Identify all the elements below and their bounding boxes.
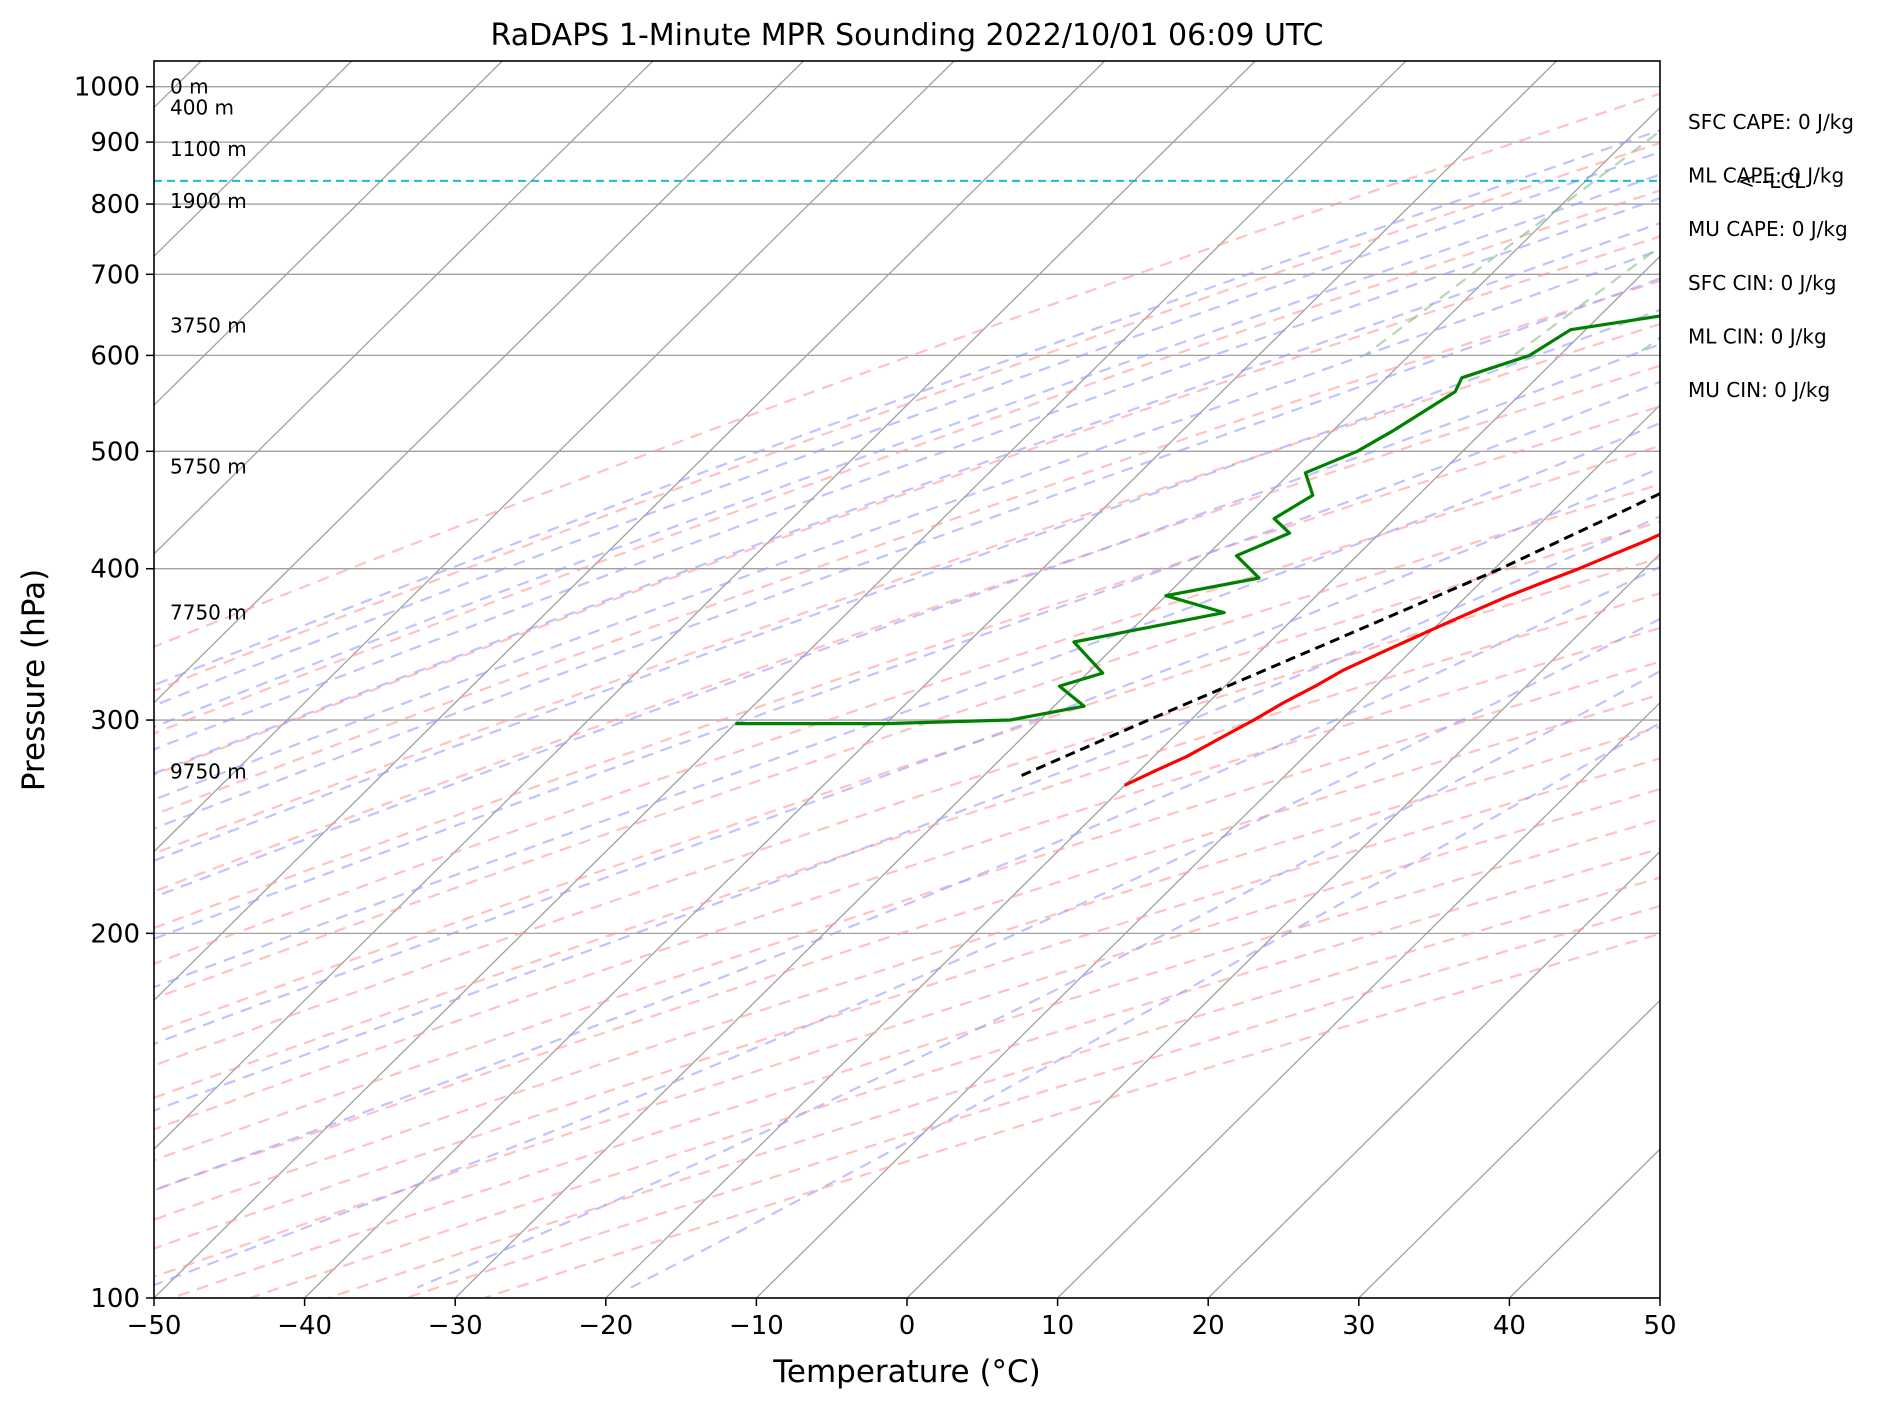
y-tick-label: 300 bbox=[90, 706, 140, 736]
dry-adiabat bbox=[327, 876, 1660, 1298]
index-label: MU CAPE: 0 J/kg bbox=[1688, 217, 1848, 241]
y-tick-label: 900 bbox=[90, 128, 140, 158]
y-tick-label: 500 bbox=[90, 437, 140, 467]
dry-adiabat bbox=[154, 364, 1660, 893]
y-tick-label: 100 bbox=[90, 1284, 140, 1314]
x-tick-label: 10 bbox=[1041, 1311, 1074, 1341]
isotherm-line bbox=[154, 61, 503, 407]
lcl-label: <--LCL bbox=[1738, 169, 1806, 193]
x-tick-label: −30 bbox=[428, 1311, 483, 1341]
isotherm-line bbox=[755, 404, 1660, 1298]
moist-adiabat bbox=[154, 277, 1660, 830]
moist-adiabat bbox=[154, 173, 1660, 729]
annotations: 9750 m 7750 m 5750 m 3750 m 1900 m 1100 m 400 … bbox=[170, 75, 1854, 784]
dewpoint-trace bbox=[735, 314, 1660, 726]
moist-adiabat bbox=[154, 308, 1660, 862]
height-label: 9750 m bbox=[170, 760, 247, 784]
dry-adiabat bbox=[154, 693, 1660, 1192]
mixing-ratio-line bbox=[1364, 129, 1660, 357]
dry-adiabat bbox=[154, 483, 1660, 1000]
moist-adiabat bbox=[154, 248, 1660, 801]
x-tick-label: −50 bbox=[127, 1311, 182, 1341]
dry-adiabat bbox=[154, 787, 1660, 1278]
x-tick-label: 50 bbox=[1643, 1311, 1676, 1341]
dry-adiabat bbox=[154, 725, 1660, 1221]
dry-adiabat bbox=[154, 189, 1660, 735]
dry-adiabat bbox=[154, 235, 1660, 776]
moist-adiabat bbox=[154, 221, 1660, 775]
height-label: 1900 m bbox=[170, 189, 247, 213]
chart-title: RaDAPS 1-Minute MPR Sounding 2022/10/01 … bbox=[491, 18, 1324, 53]
dry-adiabat bbox=[405, 904, 1660, 1298]
dry-adiabat bbox=[483, 932, 1660, 1298]
height-label: 3750 m bbox=[170, 314, 247, 338]
height-label: 1100 m bbox=[170, 137, 247, 161]
x-tick-label: 40 bbox=[1493, 1311, 1526, 1341]
isotherm-line bbox=[154, 61, 1407, 1298]
x-tick-label: 20 bbox=[1192, 1311, 1225, 1341]
temperature-trace bbox=[1123, 532, 1660, 787]
isotherm-line bbox=[1057, 701, 1660, 1298]
sounding-traces bbox=[154, 179, 1660, 787]
y-tick-label: 400 bbox=[90, 555, 140, 585]
isotherm-line bbox=[154, 61, 955, 853]
height-label: 5750 m bbox=[170, 454, 247, 478]
index-label: SFC CAPE: 0 J/kg bbox=[1688, 110, 1854, 134]
x-tick-label: 0 bbox=[899, 1311, 916, 1341]
moist-adiabat bbox=[154, 197, 1660, 751]
x-tick-label: −10 bbox=[729, 1311, 784, 1341]
background-lines bbox=[154, 61, 1660, 1298]
index-label: ML CIN: 0 J/kg bbox=[1688, 324, 1827, 348]
dry-adiabat bbox=[154, 322, 1660, 855]
isotherm-line bbox=[304, 61, 1557, 1298]
isotherm-line bbox=[605, 255, 1660, 1298]
x-tick-label: −40 bbox=[277, 1311, 332, 1341]
index-label: SFC CIN: 0 J/kg bbox=[1688, 271, 1836, 295]
moist-adiabat bbox=[416, 670, 1660, 1289]
dry-adiabat bbox=[154, 279, 1660, 816]
y-tick-label: 700 bbox=[90, 260, 140, 290]
axis-ticks: −50 −40 −30 −20 −10 0 10 20 30 40 50 1000 900 800 700 6… bbox=[74, 73, 1677, 1341]
moist-adiabat bbox=[154, 150, 1660, 707]
dry-adiabat bbox=[154, 444, 1660, 965]
x-tick-label: 30 bbox=[1342, 1311, 1375, 1341]
moist-adiabat bbox=[154, 514, 1660, 1112]
y-axis-label: Pressure (hPa) bbox=[16, 569, 52, 791]
isotherm-line bbox=[154, 61, 1256, 1151]
isotherm-line bbox=[1358, 999, 1660, 1298]
dry-adiabat bbox=[154, 141, 1660, 692]
y-tick-label: 1000 bbox=[74, 73, 140, 103]
height-label: 0 m bbox=[170, 75, 209, 99]
moist-adiabat bbox=[154, 380, 1660, 940]
isotherm-line bbox=[154, 61, 654, 555]
isotherm-line bbox=[1207, 850, 1660, 1298]
index-label: ML CAPE: 0 J/kg bbox=[1688, 164, 1844, 188]
height-label: 400 m bbox=[170, 96, 234, 120]
dry-adiabat bbox=[154, 556, 1660, 1067]
moist-adiabat bbox=[154, 466, 1660, 1045]
moist-adiabat bbox=[154, 343, 1660, 899]
dry-adiabat bbox=[154, 757, 1660, 1250]
moist-adiabat bbox=[154, 565, 1660, 1192]
isotherm-line bbox=[906, 553, 1660, 1298]
mixing-ratio-line bbox=[1513, 245, 1660, 357]
dry-adiabat bbox=[154, 405, 1660, 930]
x-tick-label: −20 bbox=[578, 1311, 633, 1341]
index-label: MU CIN: 0 J/kg bbox=[1688, 378, 1830, 402]
y-tick-label: 800 bbox=[90, 190, 140, 220]
y-tick-label: 200 bbox=[90, 919, 140, 949]
height-label: 7750 m bbox=[170, 601, 247, 625]
x-axis-label: Temperature (°C) bbox=[772, 1354, 1041, 1390]
y-tick-label: 600 bbox=[90, 341, 140, 371]
dry-adiabat bbox=[154, 520, 1660, 1034]
isotherm-line bbox=[154, 61, 804, 704]
moist-adiabat bbox=[154, 129, 1660, 687]
moist-adiabat bbox=[630, 721, 1660, 1289]
isotherm-line bbox=[154, 61, 1106, 1002]
